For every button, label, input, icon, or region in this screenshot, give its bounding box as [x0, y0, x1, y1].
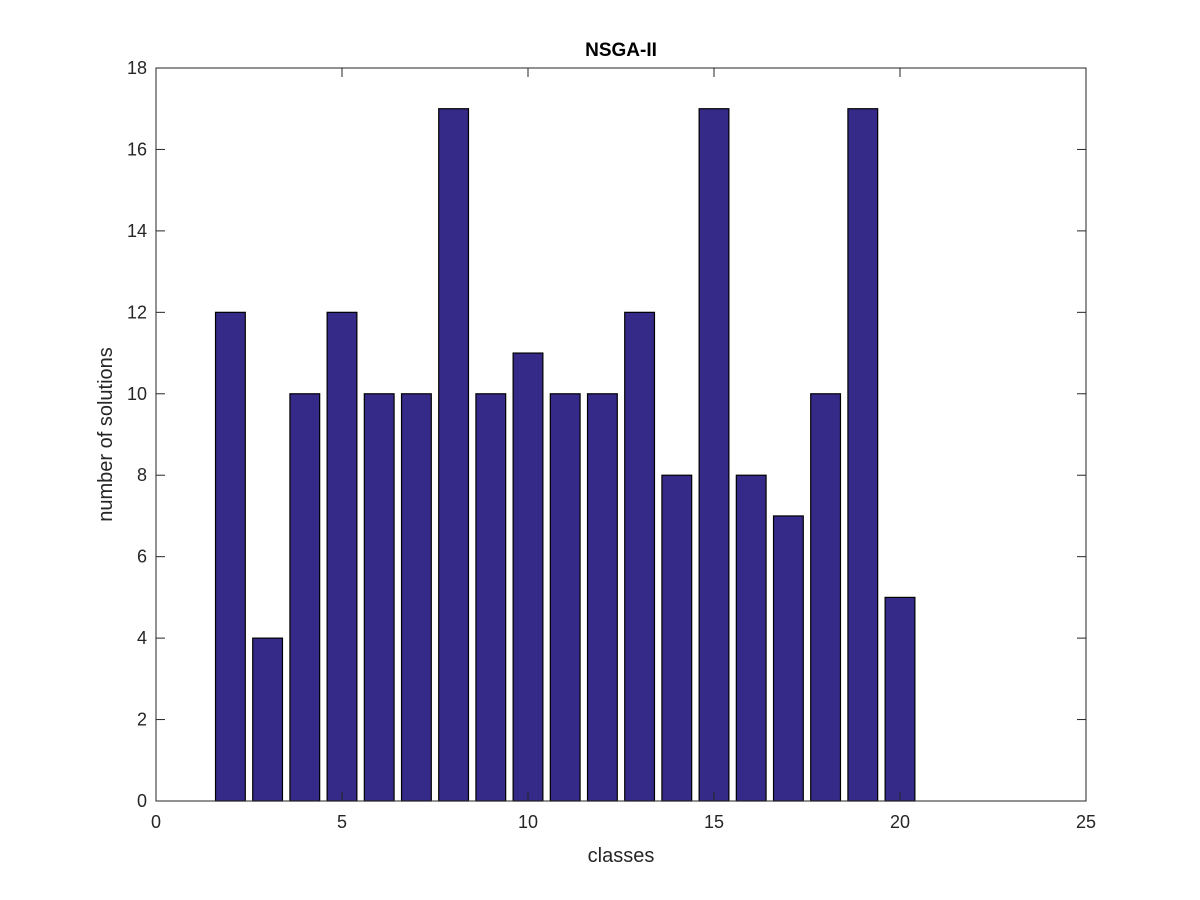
- bar: [475, 393, 507, 802]
- y-axis-label: number of solutions: [95, 347, 117, 522]
- bar: [586, 393, 618, 802]
- bar: [438, 108, 470, 802]
- bar: [698, 108, 730, 802]
- bar: [326, 311, 358, 802]
- bar: [624, 311, 656, 802]
- ticks-group: 0 5 10 15 20 25 0 2 4 6 8 10 12 14 16 18: [127, 58, 1096, 832]
- x-tick-label: 0: [151, 812, 161, 832]
- bar: [363, 393, 395, 802]
- y-tick-label: 16: [127, 139, 147, 159]
- bar: [772, 515, 804, 802]
- y-tick-label: 6: [137, 547, 147, 567]
- bar: [549, 393, 581, 802]
- bar: [214, 311, 246, 802]
- y-tick-label: 12: [127, 302, 147, 322]
- bars-group: [214, 108, 916, 802]
- x-tick-label: 5: [337, 812, 347, 832]
- y-tick-label: 10: [127, 384, 147, 404]
- chart-title: NSGA-II: [585, 40, 657, 61]
- bar: [810, 393, 842, 802]
- axes-box: [155, 67, 1087, 802]
- y-tick-label: 14: [127, 221, 147, 241]
- bar: [289, 393, 321, 802]
- y-tick-label: 4: [137, 628, 147, 648]
- x-tick-label: 25: [1076, 812, 1096, 832]
- y-tick-label: 0: [137, 791, 147, 811]
- x-tick-label: 20: [890, 812, 910, 832]
- x-axis-label: classes: [588, 845, 655, 867]
- y-tick-label: 8: [137, 465, 147, 485]
- y-tick-label: 18: [127, 58, 147, 78]
- bar: [252, 637, 284, 802]
- bar: [400, 393, 432, 802]
- x-tick-label: 10: [518, 812, 538, 832]
- bar: [512, 352, 544, 802]
- bar: [884, 596, 916, 802]
- bar: [735, 474, 767, 802]
- x-tick-label: 15: [704, 812, 724, 832]
- bar: [847, 108, 879, 802]
- bar: [661, 474, 693, 802]
- y-tick-label: 2: [137, 710, 147, 730]
